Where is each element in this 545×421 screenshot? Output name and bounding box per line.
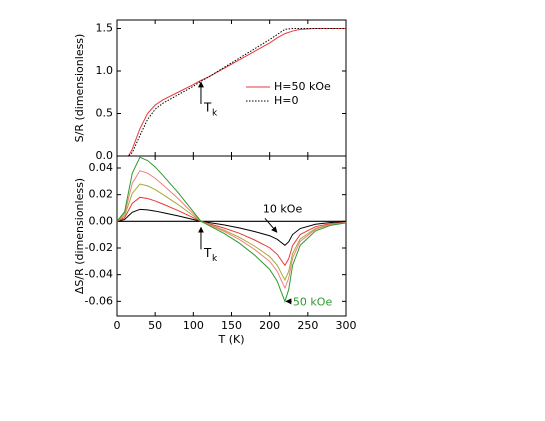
y-axis-label: S/R (dimensionless) xyxy=(73,34,86,143)
x-tick-label: 250 xyxy=(297,319,318,332)
series-line xyxy=(116,196,347,267)
y-tick-label: 0.02 xyxy=(89,188,114,201)
x-tick-label: 300 xyxy=(336,319,357,332)
annotation-text: T xyxy=(203,246,212,260)
y-tick-label: 0.04 xyxy=(89,161,114,174)
series-label: 10 kOe xyxy=(263,202,303,215)
legend-label: H=50 kOe xyxy=(274,80,331,93)
series-line xyxy=(116,208,347,246)
x-tick-label: 50 xyxy=(148,319,162,332)
y-tick-label: -0.04 xyxy=(85,268,113,281)
x-tick-label: 0 xyxy=(114,319,121,332)
y-tick-label: 1.0 xyxy=(96,64,114,77)
x-tick-label: 150 xyxy=(221,319,242,332)
y-tick-label: -0.02 xyxy=(85,241,113,254)
legend-label: H=0 xyxy=(274,94,299,107)
x-tick-label: 100 xyxy=(183,319,204,332)
y-tick-label: -0.06 xyxy=(85,294,113,307)
series-label: 50 kOe xyxy=(293,295,333,308)
x-tick-label: 200 xyxy=(259,319,280,332)
plot-frame xyxy=(116,155,347,317)
series-line xyxy=(116,156,347,303)
annotation-subscript: k xyxy=(212,254,218,264)
label-arrow xyxy=(264,218,278,233)
series-line xyxy=(116,170,347,290)
x-axis-label: T (K) xyxy=(217,333,244,346)
y-tick-label: 0.0 xyxy=(96,149,114,162)
y-tick-label: 0.5 xyxy=(96,107,114,120)
series-line xyxy=(116,183,347,282)
annotation-subscript: k xyxy=(212,109,218,119)
y-tick-label: 0.00 xyxy=(89,214,114,227)
series-line xyxy=(117,28,346,157)
y-tick-label: 1.5 xyxy=(96,22,114,35)
annotation-text: T xyxy=(203,101,212,115)
y-axis-label: ΔS/R (dimensionless) xyxy=(73,178,86,294)
